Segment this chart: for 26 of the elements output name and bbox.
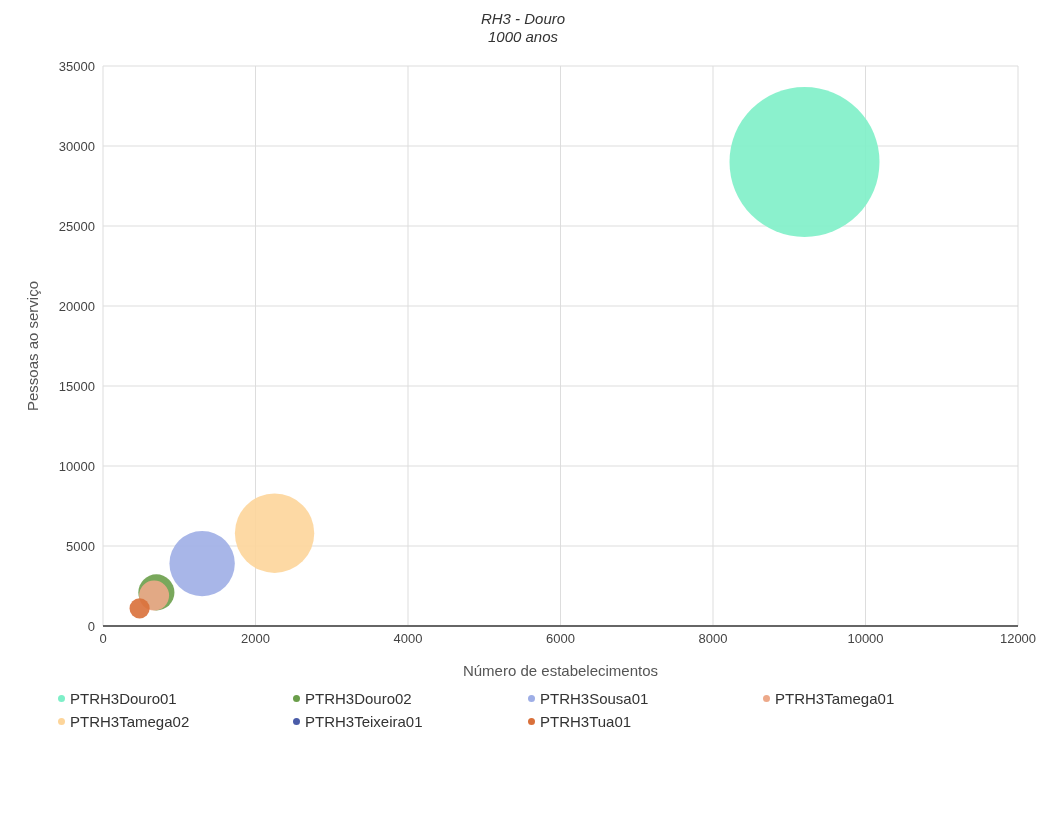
y-tick-label: 25000 bbox=[58, 218, 95, 234]
legend-label: PTRH3Douro02 bbox=[305, 690, 412, 707]
x-tick-label: 4000 bbox=[393, 631, 423, 647]
legend-label: PTRH3Tua01 bbox=[540, 713, 632, 730]
legend-label: PTRH3Sousa01 bbox=[540, 690, 649, 707]
y-tick-label: 30000 bbox=[58, 138, 95, 154]
x-tick-label: 10000 bbox=[847, 631, 884, 647]
y-tick-label: 5000 bbox=[66, 538, 95, 554]
x-tick-label: 2000 bbox=[241, 631, 270, 647]
legend-label: PTRH3Douro01 bbox=[70, 690, 177, 707]
y-tick-label: 35000 bbox=[58, 58, 95, 74]
y-axis-title: Pessoas ao serviço bbox=[24, 280, 42, 412]
legend-label: PTRH3Tamega01 bbox=[775, 690, 895, 707]
x-tick-label: 12000 bbox=[999, 631, 1037, 647]
chart-title: RH3 - Douro bbox=[479, 10, 567, 28]
y-tick-label: 10000 bbox=[58, 458, 95, 474]
x-tick-label: 0 bbox=[99, 631, 107, 647]
y-tick-label: 0 bbox=[87, 618, 95, 634]
y-tick-label: 15000 bbox=[58, 378, 95, 394]
x-tick-label: 6000 bbox=[546, 631, 575, 647]
legend-label: PTRH3Tamega02 bbox=[70, 713, 190, 730]
x-tick-label: 8000 bbox=[698, 631, 728, 647]
chart-subtitle: 1000 anos bbox=[486, 28, 560, 46]
x-axis-title: Número de estabelecimentos bbox=[462, 662, 659, 679]
y-tick-label: 20000 bbox=[58, 298, 95, 314]
legend-label: PTRH3Teixeira01 bbox=[305, 713, 423, 730]
